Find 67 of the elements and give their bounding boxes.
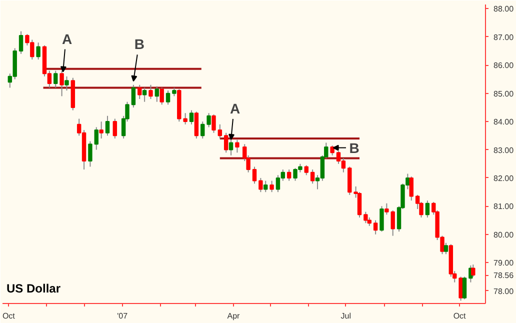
x-tick-label: Jul — [340, 312, 352, 320]
candlestick — [148, 84, 153, 100]
candlestick — [373, 220, 378, 235]
candlestick — [88, 140, 92, 168]
candlestick — [189, 110, 194, 125]
x-tick-label: Oct — [453, 312, 467, 320]
text: US Dollar — [6, 282, 61, 296]
x-tick-label: Apr — [227, 312, 240, 320]
y-tick-label: 86.00 — [494, 61, 514, 70]
x-tick-label: Oct — [2, 312, 16, 320]
annotation: A — [62, 30, 72, 47]
y-tick-label: 84.00 — [494, 118, 514, 127]
candlestick — [330, 145, 334, 156]
candlestick — [224, 132, 228, 154]
candlestick — [252, 166, 257, 184]
candlestick — [286, 169, 292, 182]
y-tick-label: 79.00 — [494, 258, 514, 268]
candlestick — [258, 177, 263, 193]
y-tick-label: 78.56 — [494, 271, 514, 280]
candlestick — [384, 202, 389, 216]
candlestick — [138, 84, 142, 100]
candlestick — [60, 70, 64, 97]
annotation: A — [230, 100, 240, 116]
candlestick — [183, 112, 188, 125]
candlestick — [390, 210, 395, 236]
candlestick — [458, 276, 463, 302]
candlestick — [94, 126, 98, 150]
candlestick — [310, 169, 315, 184]
candlestick — [18, 30, 24, 54]
candlestick — [99, 121, 104, 139]
y-tick-label: 88.00 — [494, 4, 514, 14]
annotation: B — [134, 36, 145, 52]
y-tick-label: 81.00 — [494, 202, 514, 212]
candlestick — [409, 176, 414, 202]
candlestick — [218, 124, 222, 139]
candlestick — [235, 139, 240, 154]
candlestick — [304, 164, 308, 176]
candlestick — [200, 121, 205, 139]
candlestick — [166, 90, 170, 106]
candlestick — [264, 180, 268, 193]
candlestick — [462, 276, 467, 300]
candlestick — [142, 87, 147, 102]
annotation: B — [349, 140, 360, 156]
y-tick-label: 78.00 — [494, 286, 514, 296]
candlestick — [112, 118, 118, 139]
candlestick — [270, 180, 274, 193]
candlestick — [212, 114, 216, 134]
candlestick — [194, 111, 199, 139]
candlestick — [425, 200, 430, 218]
candlestick — [54, 70, 58, 88]
y-tick-label: 82.00 — [494, 174, 514, 183]
candlestick — [206, 112, 211, 128]
y-tick-label: 80.00 — [494, 230, 514, 240]
candlestick — [64, 76, 69, 92]
y-tick-label: 85.00 — [494, 89, 514, 98]
x-tick-label: '07 — [117, 312, 128, 320]
candlestick — [105, 115, 110, 136]
candlestick — [444, 242, 448, 255]
candlestick — [380, 206, 384, 232]
candlestick — [154, 86, 160, 102]
candlestick — [36, 42, 40, 60]
candlestick — [131, 84, 136, 108]
candlestick — [348, 166, 352, 196]
candlestick — [364, 211, 368, 224]
y-tick-label: 83.00 — [494, 146, 514, 155]
y-tick-label: 87.00 — [494, 32, 514, 42]
candlestick — [160, 87, 164, 106]
